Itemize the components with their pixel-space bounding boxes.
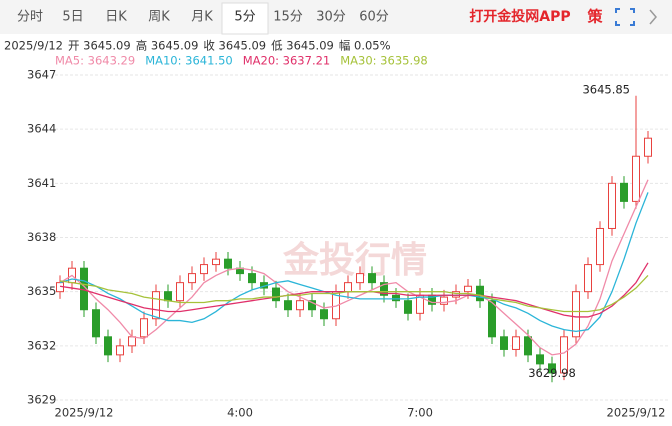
candle-body [632,155,640,202]
candle-body [308,300,316,311]
candle-body [584,264,592,293]
candle-body [200,264,208,275]
candle-body [608,182,616,229]
candle-body [320,309,328,320]
candle-body [620,182,628,202]
tab[interactable]: 周K [148,10,170,25]
candle-body [284,300,292,311]
candle-body [176,282,184,302]
candle-body [248,273,256,284]
candle-body [212,258,220,266]
app-link[interactable]: 打开金投网APP [469,8,570,25]
tab[interactable]: 日K [105,10,127,25]
info-item: 2025/9/12 [4,39,63,53]
candle-body [476,285,484,302]
info-item: 收 3645.09 [203,39,266,53]
candle-body [404,300,412,314]
candle-body [116,345,124,356]
tab[interactable]: 30分 [316,10,346,25]
candle-body [128,336,136,347]
x-tick-label: 2025/9/12 [55,406,114,420]
more-arrow[interactable] [649,9,657,25]
high-label: 3645.85 [582,82,630,96]
tab[interactable]: 月K [191,10,213,25]
fullscreen-icon[interactable] [615,8,635,26]
legend-entry: MA30: 3635.98 [340,54,428,68]
candle-body [92,309,100,338]
candle-body [272,287,280,302]
candle-body [152,291,160,320]
ma-line [59,274,649,313]
candle-body [560,336,568,374]
candle-body [140,318,148,338]
y-tick-label: 3647 [27,68,56,82]
candle-body [188,273,196,284]
candle-body [512,336,520,350]
candle-body [524,336,532,356]
candle-body [500,336,508,350]
y-tick-label: 3638 [27,230,56,244]
y-tick-label: 3644 [27,122,56,136]
candle-body [452,291,460,298]
candle-body [104,336,112,356]
y-tick-label: 3629 [27,393,56,407]
tab[interactable]: 60分 [359,10,389,25]
candle-body [224,258,232,269]
x-tick-label: 7:00 [407,406,433,420]
y-tick-label: 3632 [27,338,56,352]
legend-entry: MA20: 3637.21 [243,54,331,68]
candle-body [572,291,580,338]
legend-entry: MA10: 3641.50 [145,54,233,68]
candle-body [296,300,304,311]
candle-body [488,300,496,338]
info-item: 高 3645.09 [136,39,199,53]
candle-body [464,285,472,293]
y-tick-label: 3641 [27,176,56,190]
candle-body [644,137,652,157]
candle-body [164,291,172,302]
candle-body [392,294,400,302]
candle-body [548,363,556,374]
tab[interactable]: 5分 [234,10,255,25]
info-item: 低 3645.09 [271,39,334,53]
low-label: 3629.98 [528,366,576,380]
y-tick-label: 3635 [27,284,56,298]
info-item: 幅 0.05% [339,39,391,53]
active-tab-bg [221,2,269,35]
strategy-button[interactable]: 策 [586,8,603,26]
candle-body [368,273,376,284]
candle-body [344,282,352,293]
tab[interactable]: 5日 [62,10,83,25]
candle-body [440,296,448,305]
candle-body [380,282,388,296]
candle-body [356,273,364,284]
tab[interactable]: 分时 [17,10,43,25]
ma-line [59,192,649,333]
tab-bar [0,0,672,34]
legend-entry: MA5: 3643.29 [55,54,135,68]
candle-body [596,227,604,266]
watermark: 金投行情 [282,239,427,281]
tab[interactable]: 15分 [273,10,303,25]
info-item: 开 3645.09 [68,39,131,53]
x-tick-label: 4:00 [227,406,253,420]
candle-body [536,354,544,365]
x-tick-label: 2025/9/12 [607,406,666,420]
